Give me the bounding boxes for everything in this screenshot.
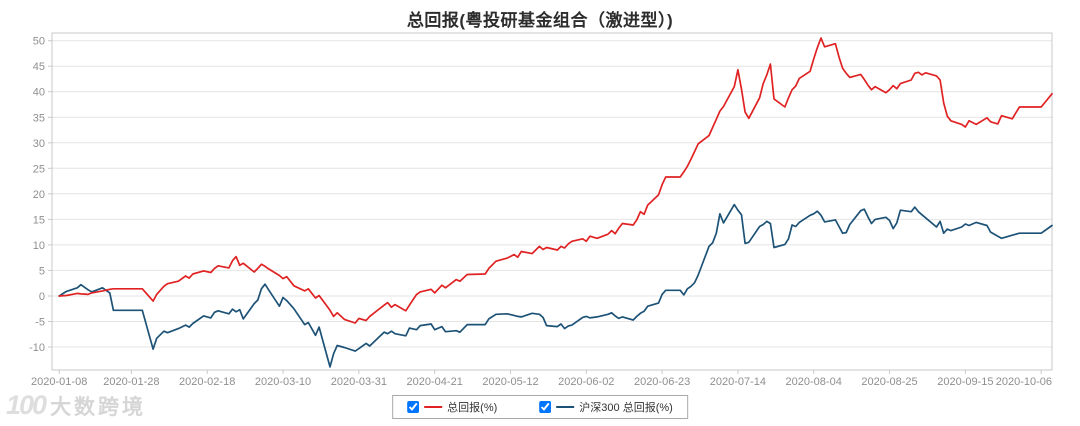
y-tick-label: -5 <box>35 317 45 329</box>
y-tick-label: 35 <box>33 112 45 124</box>
y-tick-label: 20 <box>33 189 45 201</box>
y-tick-label: 5 <box>39 265 45 277</box>
x-tick-label: 2020-08-25 <box>861 376 917 388</box>
legend-line-sample-red <box>424 406 443 408</box>
y-tick-label: 50 <box>33 36 45 48</box>
legend-item-hs300-total-return[interactable]: 沪深300 总回报(%) <box>539 399 673 415</box>
x-tick-label: 2020-08-04 <box>786 376 842 388</box>
x-tick-label: 2020-07-14 <box>710 376 766 388</box>
y-tick-label: 0 <box>39 291 45 303</box>
x-tick-label: 2020-06-23 <box>634 376 690 388</box>
x-tick-label: 2020-03-10 <box>255 376 311 388</box>
line-total-return <box>58 37 1053 324</box>
y-tick-label: -10 <box>29 342 45 354</box>
legend-checkbox-total-return[interactable] <box>407 401 420 413</box>
x-tick-label: 2020-01-28 <box>103 376 159 388</box>
x-tick-label: 2020-02-18 <box>179 376 235 388</box>
watermark-logo: 100 <box>6 390 47 420</box>
y-tick-label: 45 <box>33 61 45 73</box>
plot-border <box>51 32 1053 371</box>
legend-label-total-return: 总回报(%) <box>447 402 498 414</box>
x-tick-label: 2020-05-12 <box>482 376 538 388</box>
y-tick-label: 15 <box>33 214 45 226</box>
y-tick-label: 10 <box>33 240 45 252</box>
chart-title: 总回报(粤投研基金组合（激进型）) <box>406 11 674 30</box>
legend-line-sample-blue <box>556 406 575 408</box>
y-tick-label: 25 <box>33 163 45 175</box>
line-hs300-total-return <box>58 203 1053 368</box>
y-tick-label: 30 <box>33 138 45 150</box>
x-tick-label: 2020-09-15 <box>937 376 993 388</box>
y-tick-label: 40 <box>33 87 45 99</box>
x-tick-label: 2020-03-31 <box>331 376 387 388</box>
x-tick-label: 2020-10-06 <box>996 376 1052 388</box>
legend: 总回报(%) 沪深300 总回报(%) <box>392 395 688 419</box>
watermark-text: 大数跨境 <box>50 396 147 419</box>
legend-checkbox-hs300-total-return[interactable] <box>539 401 552 413</box>
watermark: 100 大数跨境 <box>6 390 146 421</box>
x-tick-label: 2020-06-02 <box>558 376 614 388</box>
legend-label-hs300-total-return: 沪深300 总回报(%) <box>579 402 673 414</box>
legend-item-total-return[interactable]: 总回报(%) <box>407 399 497 415</box>
x-tick-label: 2020-04-21 <box>407 376 463 388</box>
x-tick-label: 2020-01-08 <box>31 376 87 388</box>
